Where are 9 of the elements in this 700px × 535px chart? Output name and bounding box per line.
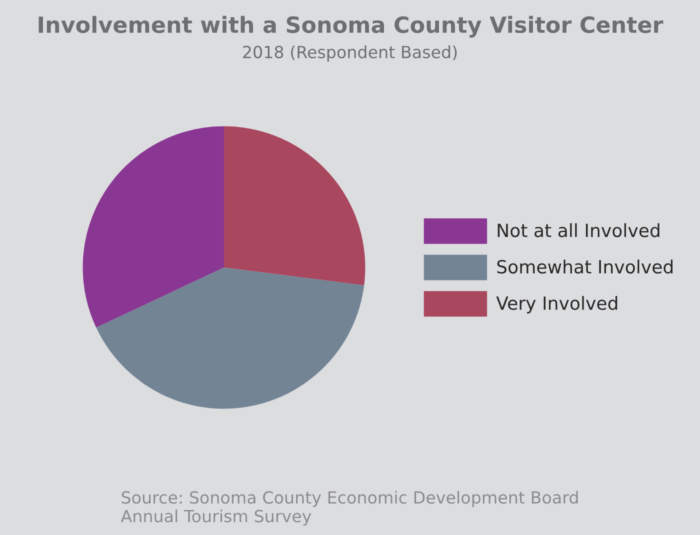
pie-slice [82,126,224,328]
legend-label: Not at all Involved [498,223,660,238]
source-note: Source: Sonoma County Economic Development Board Annual Tourism Survey [120,490,578,526]
legend-label: Somewhat Involved [497,260,673,274]
legend-label: Very Involved [496,296,618,314]
pie-slice [96,268,364,409]
pie-slice [224,126,366,286]
chart-title: Involvement with a Sonoma County Visitor Center [38,16,664,38]
chart-subtitle: 2018 (Respondent Based) [243,45,457,62]
